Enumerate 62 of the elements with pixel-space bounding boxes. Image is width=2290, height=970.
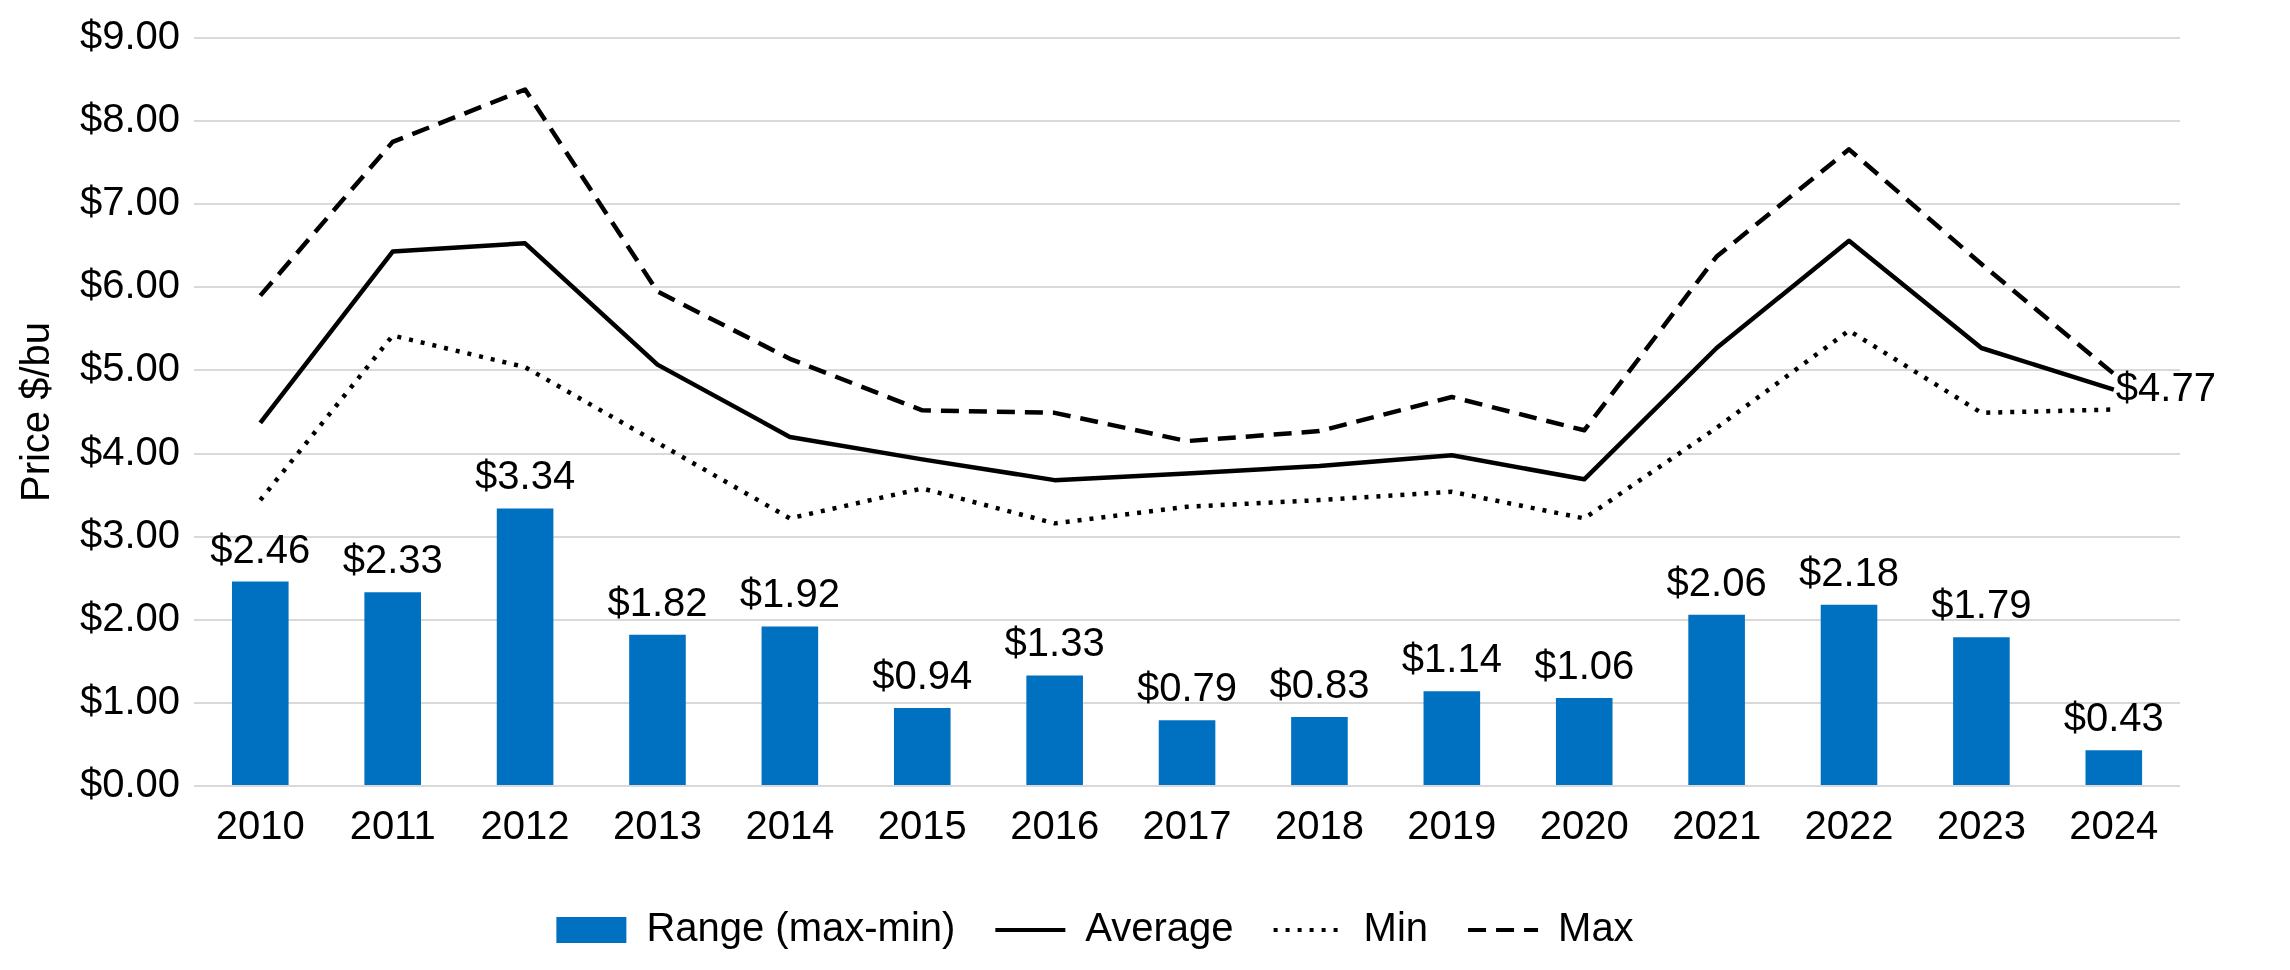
x-tick-label: 2016 — [1010, 803, 1100, 848]
bar — [1820, 604, 1878, 785]
x-tick-label: 2012 — [480, 803, 570, 848]
legend-label: Range (max-min) — [646, 905, 956, 950]
legend-label: Average — [1085, 905, 1234, 950]
data-label: $1.06 — [1534, 642, 1635, 687]
y-tick-label: $2.00 — [79, 594, 181, 639]
y-tick-label: $5.00 — [79, 345, 181, 390]
x-tick-label: 2020 — [1539, 803, 1629, 848]
y-tick-label: $9.00 — [79, 13, 181, 58]
bar — [1688, 614, 1745, 785]
data-label: $1.82 — [607, 579, 708, 624]
bar — [1953, 637, 2010, 785]
y-axis-title: Price $/bu — [13, 321, 58, 503]
x-tick-label: 2022 — [1804, 803, 1894, 848]
x-tick-label: 2013 — [612, 803, 702, 848]
bar — [2085, 750, 2143, 785]
bar — [364, 592, 421, 785]
bar — [1423, 691, 1481, 785]
bar — [496, 508, 554, 785]
y-tick-label: $6.00 — [79, 262, 181, 307]
x-tick-label: 2015 — [877, 803, 967, 848]
data-label: $4.77 — [2115, 364, 2216, 409]
bar — [232, 581, 289, 785]
x-tick-label: 2024 — [2069, 803, 2159, 848]
line-series — [258, 87, 2117, 444]
y-tick-label: $7.00 — [79, 179, 181, 224]
data-label: $1.92 — [739, 571, 840, 616]
x-tick-label: 2021 — [1672, 803, 1762, 848]
x-tick-label: 2018 — [1274, 803, 1364, 848]
data-label: $2.18 — [1798, 549, 1900, 594]
data-label: $1.14 — [1401, 636, 1502, 681]
bar — [1026, 675, 1083, 785]
bar — [1158, 720, 1216, 785]
data-label: $0.79 — [1136, 665, 1238, 710]
data-label: $2.46 — [210, 526, 311, 571]
data-label: $1.79 — [1931, 582, 2032, 627]
y-tick-label: $8.00 — [79, 96, 181, 141]
data-label: $0.94 — [872, 652, 973, 697]
bar — [761, 626, 819, 785]
y-tick-label: $4.00 — [79, 428, 181, 473]
bar — [1291, 717, 1348, 785]
x-tick-label: 2023 — [1936, 803, 2026, 848]
x-tick-label: 2019 — [1407, 803, 1497, 848]
legend-label: Min — [1363, 905, 1429, 950]
data-label: $2.33 — [342, 537, 443, 582]
x-tick-label: 2010 — [215, 803, 305, 848]
x-tick-label: 2017 — [1142, 803, 1232, 848]
bar — [893, 707, 951, 785]
bar — [1555, 697, 1613, 785]
y-tick-label: $0.00 — [79, 761, 181, 806]
x-tick-label: 2014 — [745, 803, 835, 848]
data-label: $0.83 — [1269, 662, 1370, 707]
data-label: $2.06 — [1666, 559, 1767, 604]
legend-label: Max — [1558, 905, 1634, 950]
x-tick-label: 2011 — [349, 803, 436, 848]
data-label: $3.34 — [475, 453, 576, 498]
y-tick-label: $1.00 — [79, 677, 181, 722]
data-label: $1.33 — [1004, 620, 1105, 665]
bar — [629, 634, 686, 785]
data-label: $0.43 — [2063, 695, 2164, 740]
y-tick-label: $3.00 — [79, 511, 181, 556]
